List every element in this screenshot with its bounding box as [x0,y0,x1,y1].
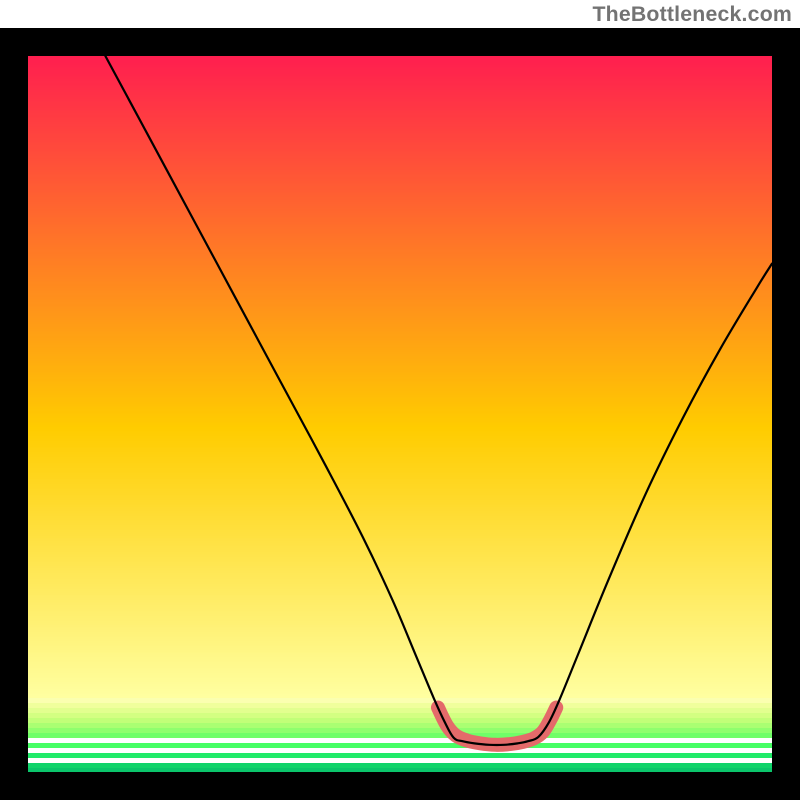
chart-stage: TheBottleneck.com [0,0,800,800]
watermark-text: TheBottleneck.com [592,2,792,27]
curve-layer [28,56,772,772]
plot-area [28,56,772,772]
bottleneck-curve [105,56,772,745]
